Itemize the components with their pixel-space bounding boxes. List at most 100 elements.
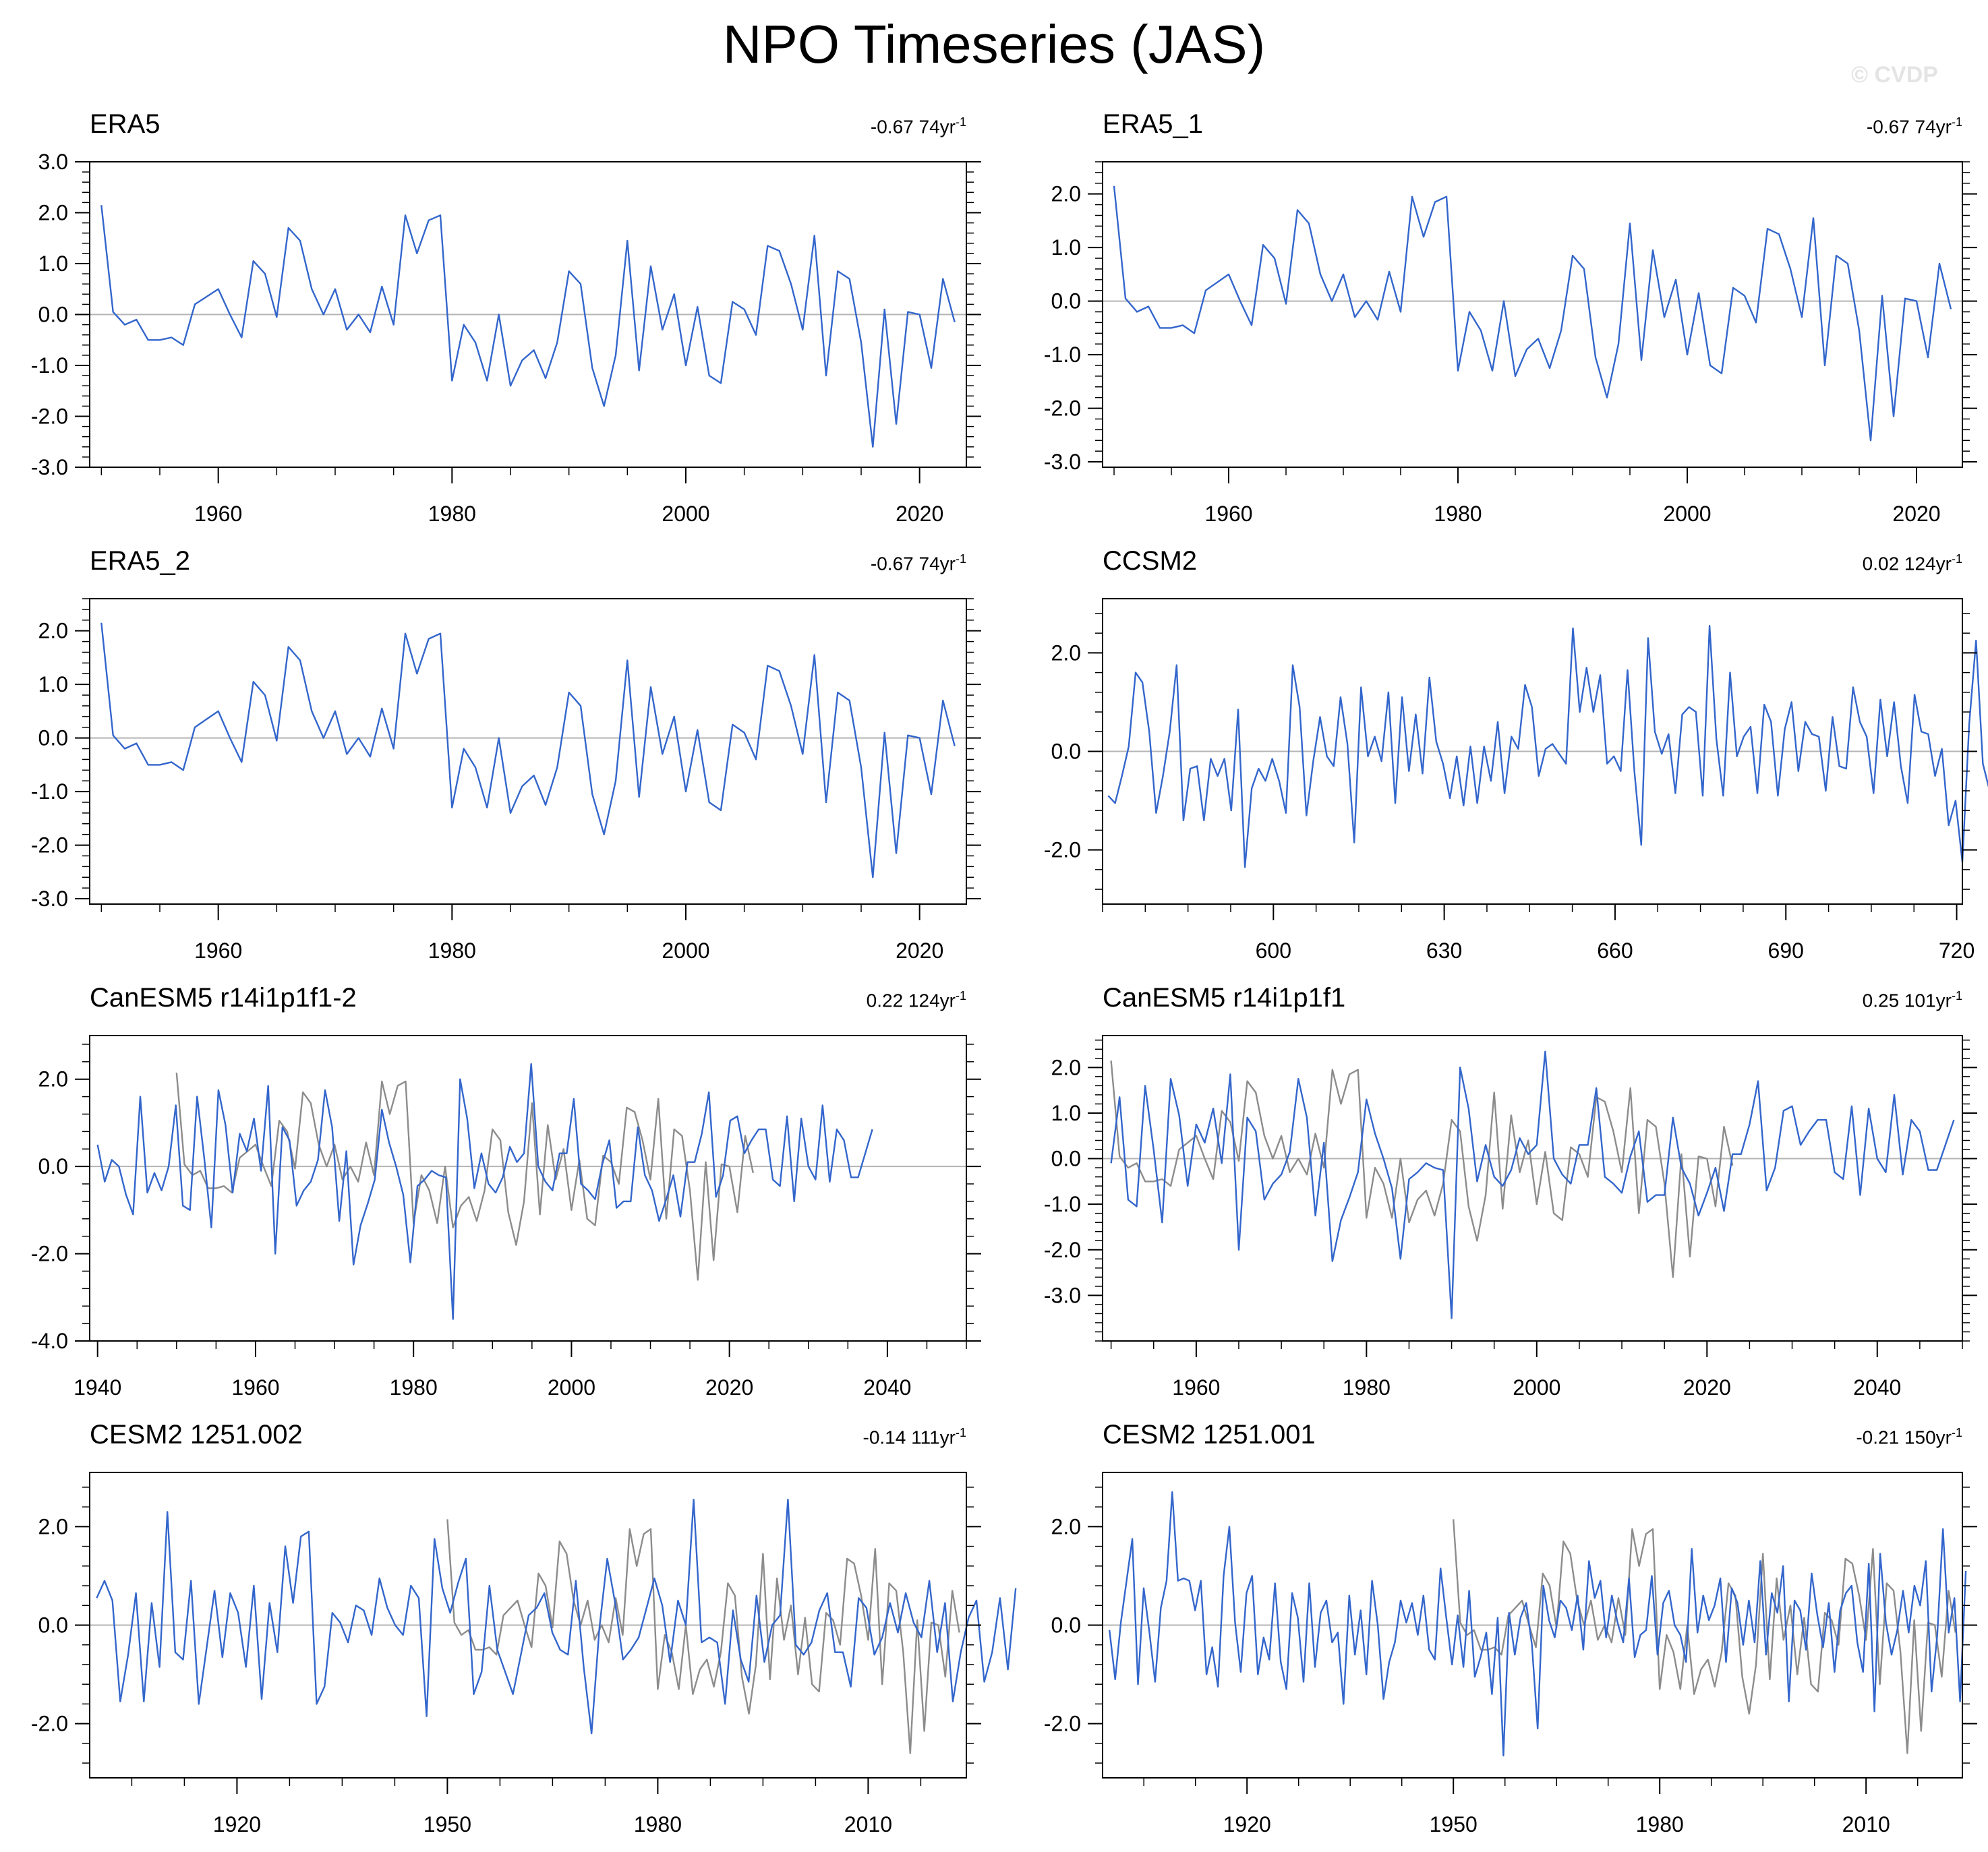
- x-tick-label: 1960: [231, 1375, 279, 1400]
- model-series-line: [1113, 185, 1952, 442]
- y-tick-label: -2.0: [1044, 838, 1081, 862]
- trend-value: 0.25 101yr: [1862, 990, 1952, 1011]
- x-tick-label: 1940: [74, 1375, 121, 1400]
- trend-value: -0.67 74yr: [870, 116, 956, 138]
- panel-trend-label: -0.67 74yr-1: [871, 111, 966, 138]
- x-tick-label: 2040: [1853, 1375, 1901, 1400]
- panel-title: CCSM2: [1103, 546, 1198, 576]
- trend-value: -0.67 74yr: [870, 553, 956, 574]
- x-tick-label: 720: [1939, 938, 1975, 963]
- x-tick-label: 1980: [634, 1812, 682, 1836]
- x-tick-label: 1950: [423, 1812, 471, 1836]
- page-title: NPO Timeseries (JAS): [722, 14, 1266, 74]
- x-tick-label: 660: [1597, 938, 1633, 963]
- y-tick-label: -2.0: [31, 1712, 68, 1736]
- y-tick-label: 1.0: [38, 672, 68, 696]
- panel-title: CanESM5 r14i1p1f1-2: [90, 983, 357, 1013]
- x-tick-label: 1960: [194, 502, 242, 526]
- panel-trend-label: 0.25 101yr-1: [1863, 984, 1962, 1012]
- y-tick-label: 2.0: [1051, 640, 1081, 665]
- y-tick-label: 2.0: [38, 1067, 68, 1092]
- y-tick-label: -2.0: [31, 1242, 68, 1266]
- x-tick-label: 1980: [1636, 1812, 1684, 1836]
- model-series-line: [100, 205, 956, 448]
- trend-value: -0.67 74yr: [1866, 116, 1952, 138]
- x-tick-label: 600: [1256, 938, 1291, 963]
- plot-frame: [89, 598, 967, 905]
- trend-exponent: -1: [1951, 552, 1962, 566]
- y-tick-label: 1.0: [1051, 1101, 1081, 1125]
- x-tick-label: 630: [1426, 938, 1462, 963]
- panel-title: ERA5: [90, 109, 160, 139]
- panel-title: CESM2 1251.002: [90, 1420, 303, 1450]
- trend-value: -0.14 111yr: [863, 1427, 956, 1448]
- panel-title: CanESM5 r14i1p1f1: [1103, 983, 1346, 1013]
- trend-exponent: -1: [1951, 989, 1962, 1003]
- x-tick-label: 1980: [428, 938, 476, 963]
- chart-panel-5: -3.0 -2.0 -1.0 0.0 1.0 2.0 1960 1980 2000 2020 204…: [1044, 1035, 1977, 1400]
- chart-panel-1: -3.0 -2.0 -1.0 0.0 1.0 2.0 1960 1980 2000 2020: [1044, 161, 1977, 526]
- y-tick-label: 1.0: [1051, 235, 1081, 260]
- x-tick-label: 2000: [1513, 1375, 1560, 1400]
- trend-exponent: -1: [1951, 1426, 1962, 1439]
- y-tick-label: 2.0: [38, 201, 68, 225]
- watermark: © CVDP: [1851, 62, 1938, 88]
- y-tick-label: 0.0: [38, 1154, 68, 1178]
- y-tick-label: 2.0: [1051, 1055, 1081, 1079]
- y-tick-label: 0.0: [1051, 1613, 1081, 1638]
- x-tick-label: 1980: [1434, 502, 1482, 526]
- x-tick-label: 690: [1768, 938, 1804, 963]
- plot-frame: [89, 1035, 967, 1342]
- x-tick-label: 2020: [1892, 502, 1940, 526]
- x-tick-label: 2020: [896, 502, 943, 526]
- model-series-line: [96, 1063, 873, 1320]
- y-tick-label: 0.0: [1051, 1147, 1081, 1171]
- y-tick-label: -2.0: [31, 833, 68, 858]
- panel-trend-label: -0.14 111yr-1: [863, 1421, 967, 1449]
- x-tick-label: 2010: [1842, 1812, 1890, 1836]
- x-tick-label: 2000: [662, 938, 709, 963]
- model-series-line: [1107, 625, 1988, 868]
- x-tick-label: 2000: [548, 1375, 595, 1400]
- panel-trend-label: 0.22 124yr-1: [867, 984, 966, 1012]
- x-tick-label: 1950: [1430, 1812, 1478, 1836]
- chart-panel-7: -2.0 0.0 2.0 1920 1950 1980 2010: [1044, 1472, 1977, 1836]
- x-tick-label: 1920: [213, 1812, 261, 1836]
- observation-series-line: [1110, 1061, 1734, 1278]
- y-tick-label: 0.0: [38, 726, 68, 750]
- panel-trend-label: 0.02 124yr-1: [1863, 547, 1962, 575]
- panel-trend-label: -0.67 74yr-1: [1867, 111, 1962, 138]
- y-tick-label: -3.0: [1044, 1283, 1081, 1307]
- y-tick-label: -3.0: [1044, 450, 1081, 474]
- x-tick-label: 1980: [1343, 1375, 1391, 1400]
- x-tick-label: 1960: [194, 938, 242, 963]
- trend-exponent: -1: [955, 989, 966, 1003]
- x-tick-label: 1980: [428, 502, 476, 526]
- x-tick-label: 2000: [1663, 502, 1711, 526]
- panel-title: ERA5_2: [90, 546, 190, 576]
- trend-value: 0.22 124yr: [866, 990, 956, 1011]
- y-tick-label: 0.0: [38, 303, 68, 327]
- panel-trend-label: -0.67 74yr-1: [871, 547, 966, 575]
- y-tick-label: -1.0: [1044, 342, 1081, 367]
- x-tick-label: 1920: [1223, 1812, 1271, 1836]
- chart-panel-4: -4.0 -2.0 0.0 2.0 1940 1960 1980 2000 2020 2040: [31, 1035, 981, 1400]
- trend-exponent: -1: [955, 1426, 966, 1439]
- panel-trend-label: -0.21 150yr-1: [1856, 1421, 1962, 1449]
- x-tick-label: 1960: [1204, 502, 1252, 526]
- y-tick-label: 1.0: [38, 251, 68, 276]
- y-tick-label: 0.0: [1051, 740, 1081, 764]
- model-series-line: [1109, 1491, 1967, 1757]
- panel-title: ERA5_1: [1103, 109, 1203, 139]
- chart-panel-0: -3.0 -2.0 -1.0 0.0 1.0 2.0 3.0 1960 1980 2000 2020: [31, 150, 981, 526]
- plot-frame: [1102, 1035, 1963, 1342]
- y-tick-label: 0.0: [38, 1613, 68, 1638]
- model-series-line: [96, 1498, 1017, 1735]
- model-series-line: [1110, 1050, 1955, 1319]
- y-tick-label: 2.0: [1051, 1514, 1081, 1539]
- y-tick-label: -1.0: [1044, 1192, 1081, 1216]
- trend-value: 0.02 124yr: [1862, 553, 1952, 574]
- y-tick-label: -3.0: [31, 455, 68, 479]
- trend-exponent: -1: [955, 552, 966, 566]
